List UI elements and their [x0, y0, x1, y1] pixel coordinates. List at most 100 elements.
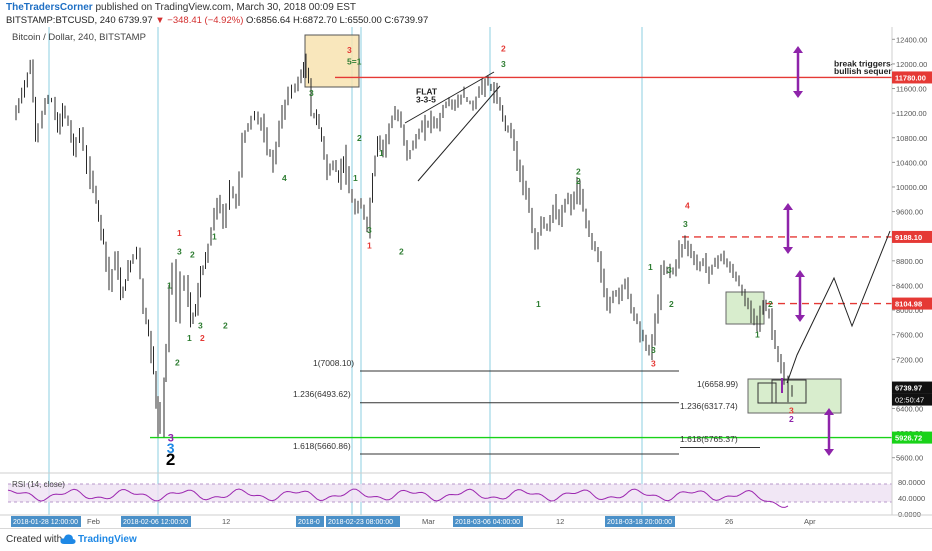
price-tick-label: 9600.00	[896, 208, 923, 217]
footer: Created with TradingView	[0, 528, 932, 551]
annotation-text: 3-3-5	[416, 95, 436, 105]
ohlc-values: O:6856.64 H:6872.70 L:6550.00 C:6739.97	[246, 15, 429, 26]
price-tick-label: 10800.00	[896, 134, 927, 143]
wave-degree-label: 2	[166, 450, 175, 469]
time-label: 2018-03-18 20:00:00	[607, 519, 672, 526]
time-label: 2018-0	[298, 519, 320, 526]
wave-label: 2	[175, 357, 180, 367]
time-label-highlight	[121, 516, 191, 527]
fib-label: 1.618(5765.37)	[680, 434, 738, 444]
forecast-path	[786, 230, 891, 384]
time-axis[interactable]: 2018-01-28 12:00:00 Feb 2018-02-06 12:00:0…	[0, 514, 932, 527]
range-arrow-head	[783, 247, 793, 254]
annotation-text: FLAT	[416, 87, 438, 97]
price-tick-label: 5600.00	[896, 454, 923, 463]
overlay-layer: 1(7008.10) 1.236(6493.62) 1.618(5660.86) 1(…	[166, 44, 894, 469]
fib-label: 1.618(5660.86)	[293, 441, 351, 451]
range-arrow-head	[793, 46, 803, 53]
tradingview-cloud-icon	[60, 534, 76, 544]
wave-label: 1	[755, 330, 760, 340]
range-arrow-head	[795, 315, 805, 322]
chart-background	[0, 26, 932, 528]
wave-label: 1	[177, 228, 182, 238]
rsi-panel: RSI (14, close)	[0, 472, 892, 508]
wave-label: 1	[379, 148, 384, 158]
rsi-band	[8, 484, 892, 502]
drawings-layer	[150, 34, 892, 455]
wave-label: 1	[353, 173, 358, 183]
time-label: 2018-01-28 12:00:00	[13, 519, 78, 526]
level-price-label: 9188.10	[895, 233, 922, 242]
price-tick-label: 10000.00	[896, 183, 927, 192]
price-tick-label: 7200.00	[896, 355, 923, 364]
price-tick-label: 7600.00	[896, 331, 923, 340]
rsi-axis-label: 40.0000	[898, 494, 925, 503]
range-arrow-head	[824, 449, 834, 456]
level-price-tag	[892, 431, 932, 444]
wave-label: 3	[198, 320, 203, 330]
wave-label: 4	[685, 201, 690, 211]
publish-info: TheTradersCorner published on TradingVie…	[6, 2, 356, 13]
time-label: 2018-03-06 04:00:00	[455, 519, 520, 526]
wave-label: 3	[367, 225, 372, 235]
time-label: 2018-02-06 12:00:00	[123, 519, 188, 526]
level-price-label: 8104.98	[895, 300, 922, 309]
wave-label: 3	[501, 59, 506, 69]
annotation-text: break triggers-	[834, 58, 894, 68]
price-axis[interactable]: 5600.006000.006400.006800.007200.007600.…	[891, 27, 932, 519]
chart-title: Bitcoin / Dollar, 240, BITSTAMP	[12, 32, 146, 43]
price-chart[interactable]: 1(7008.10) 1.236(6493.62) 1.618(5660.86) 1(…	[0, 26, 932, 528]
wave-label: 3	[177, 247, 182, 257]
range-arrow-head	[795, 270, 805, 277]
wave-label: 2	[768, 299, 773, 309]
time-label-highlight	[326, 516, 400, 527]
price-tick-label: 8400.00	[896, 281, 923, 290]
wave-label: 1	[367, 241, 372, 251]
level-price-label: 11780.00	[895, 73, 926, 82]
published-text: published on TradingView.com, March 30, …	[95, 2, 357, 13]
wave-label: 3	[667, 265, 672, 275]
timer-tag	[892, 393, 932, 406]
time-label-highlight	[296, 516, 324, 527]
wave-label: 1	[187, 333, 192, 343]
wave-label: 2	[576, 167, 581, 177]
time-label: 26	[725, 517, 733, 526]
tradingview-logo-text[interactable]: TradingView	[78, 534, 137, 545]
rsi-line	[7, 488, 789, 508]
wave-label: 1	[212, 231, 217, 241]
fib-label: 1.236(6493.62)	[293, 389, 351, 399]
wave-degree-label: 3	[168, 433, 174, 445]
wave-top-box	[304, 34, 360, 88]
symbol-info: BITSTAMP:BTCUSD, 240 6739.97 ▼ −348.41 (…	[6, 15, 428, 26]
fib-label: 1.236(6317.74)	[680, 401, 738, 411]
wave-label: 5=1	[347, 57, 362, 67]
wave-label: 3	[651, 345, 656, 355]
wave-label: 4	[282, 173, 287, 183]
level-price-tag	[892, 230, 932, 243]
level-price-tag	[892, 297, 932, 310]
wave-label: 3	[347, 45, 352, 55]
level-price-label: 5926.72	[895, 434, 922, 443]
price-tick-label: 8800.00	[896, 257, 923, 266]
channel-line-lower	[417, 85, 501, 182]
wave-label: 2	[789, 414, 794, 424]
publisher-brand[interactable]: TheTradersCorner	[6, 2, 93, 13]
current-price-tag	[892, 381, 932, 394]
wave-label: 3	[309, 88, 314, 98]
time-label-highlight	[11, 516, 81, 527]
target-box	[747, 378, 842, 414]
fib-label: 1(7008.10)	[313, 358, 354, 368]
target-inner-box-2	[771, 379, 807, 404]
wave-label: 2	[399, 247, 404, 257]
wave-label: 2	[669, 299, 674, 309]
rsi-label: RSI (14, close)	[12, 480, 65, 489]
price-tick-label: 12000.00	[896, 60, 927, 69]
price-tick-label: 11200.00	[896, 109, 927, 118]
price-tick-label: 8000.00	[896, 306, 923, 315]
time-label: 12	[556, 517, 564, 526]
symbol-label: BITSTAMP:BTCUSD, 240	[6, 15, 116, 26]
range-arrow-head	[783, 203, 793, 210]
wave-degree-label: 3	[167, 440, 175, 456]
current-price-label: 6739.97	[895, 384, 922, 393]
annotation-text: bullish sequen	[834, 66, 894, 76]
